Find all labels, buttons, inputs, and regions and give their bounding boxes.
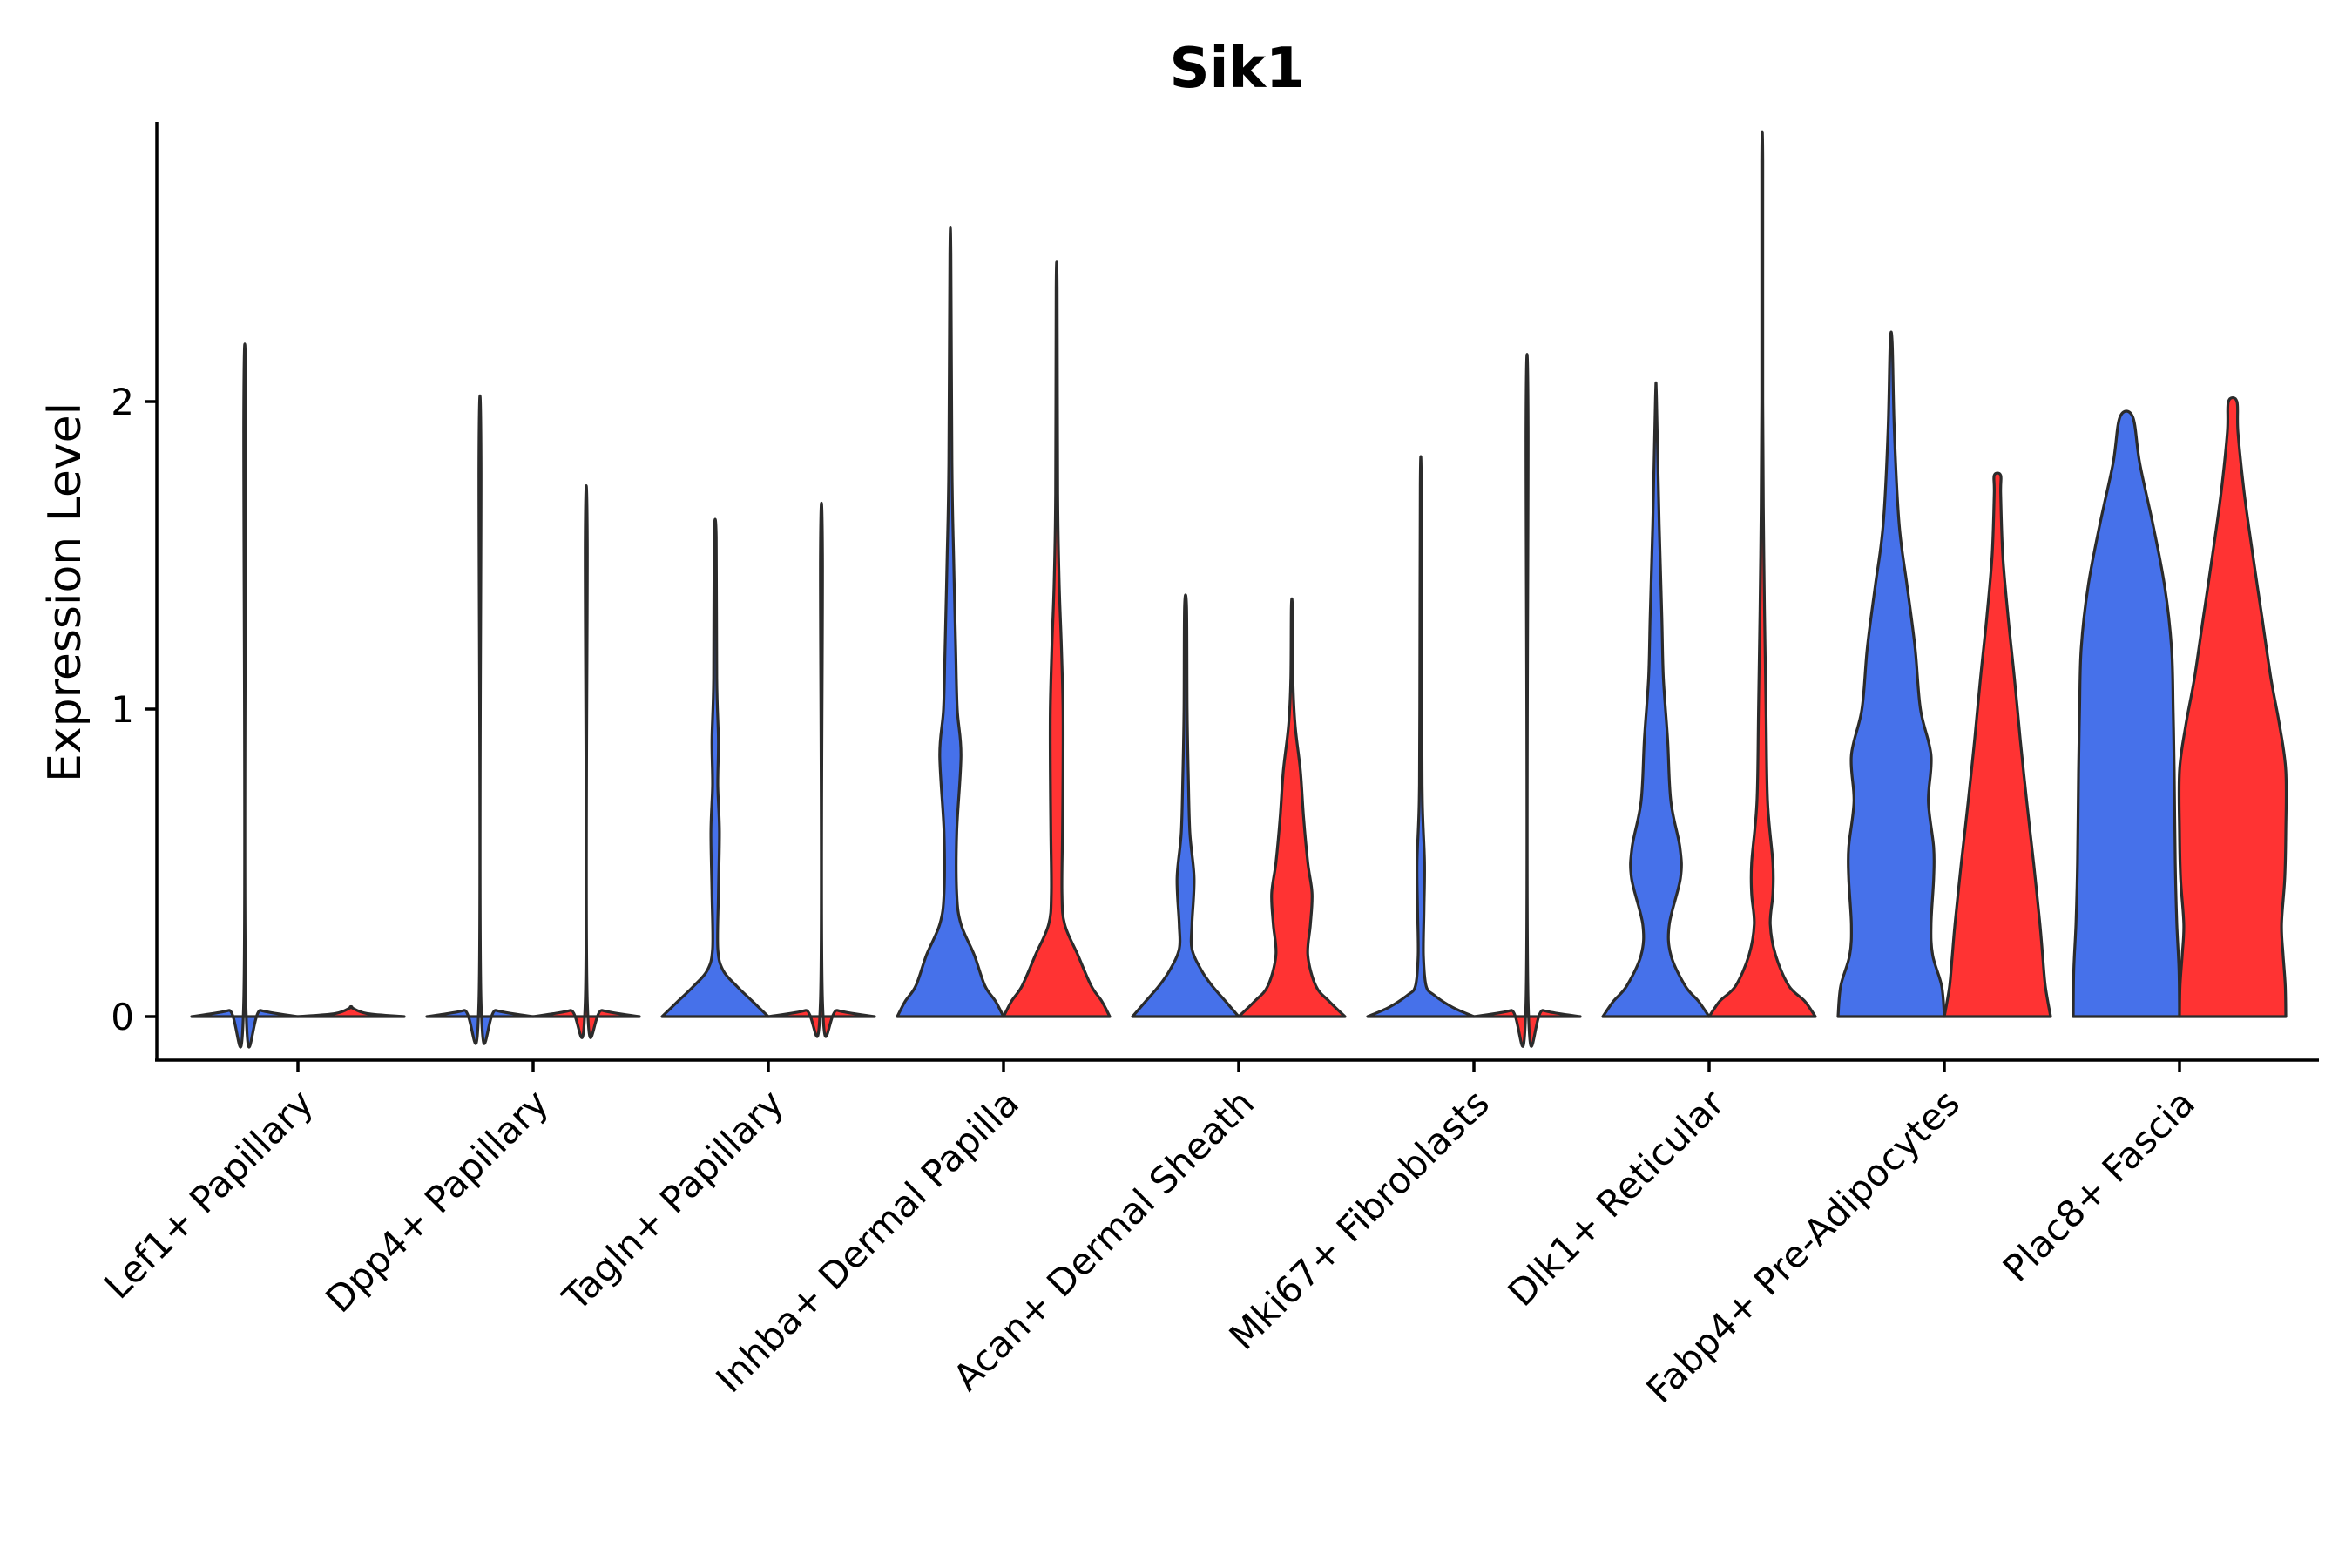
x-tick-label: Dlk1+ Reticular <box>1500 1081 1734 1315</box>
violin-dpp4-papillary-group2 <box>531 484 641 1039</box>
violin-mki67-fibroblasts-group2 <box>1472 353 1582 1048</box>
violin-inhba-dermal-papilla-group1 <box>896 226 1005 1018</box>
violin-tagln-papillary-group2 <box>767 501 876 1038</box>
violin-lef1-papillary-group1 <box>190 342 300 1049</box>
violin-group <box>190 130 2288 1049</box>
x-tick-label: Dpp4+ Papillary <box>317 1081 557 1321</box>
axes <box>155 122 2319 1062</box>
violin-fabp4-pre-adipocytes-group1 <box>1836 330 1946 1018</box>
x-tick-label: Mki67+ Fibroblasts <box>1221 1081 1497 1357</box>
violin-plac8-fascia-group2 <box>2177 396 2288 1018</box>
x-tick-label: Lef1+ Papillary <box>96 1081 321 1307</box>
violin-mki67-fibroblasts-group1 <box>1366 455 1476 1018</box>
violin-acan-dermal-sheath-group2 <box>1237 597 1347 1018</box>
violin-acan-dermal-sheath-group1 <box>1131 593 1240 1018</box>
y-ticks: 0 1 2 <box>111 381 157 1038</box>
violin-lef1-papillary-group2 <box>296 1004 406 1018</box>
violin-inhba-dermal-papilla-group2 <box>1002 260 1112 1018</box>
chart-title: Sik1 <box>1169 37 1304 101</box>
y-tick-label: 0 <box>111 996 134 1038</box>
x-tick-label: Plac8+ Fascia <box>1995 1081 2203 1289</box>
violin-dpp4-papillary-group1 <box>425 395 535 1045</box>
x-tick-label: Tagln+ Papillary <box>554 1081 792 1319</box>
violin-dlk1-reticular-group2 <box>1707 130 1817 1018</box>
y-tick-label: 1 <box>111 688 134 731</box>
violin-plac8-fascia-group1 <box>2072 409 2181 1018</box>
violin-tagln-papillary-group1 <box>660 517 770 1018</box>
violin-dlk1-reticular-group1 <box>1601 381 1711 1018</box>
y-tick-label: 2 <box>111 381 134 423</box>
y-axis-label: Expression Level <box>39 402 91 782</box>
violin-fabp4-pre-adipocytes-group2 <box>1943 471 2052 1018</box>
